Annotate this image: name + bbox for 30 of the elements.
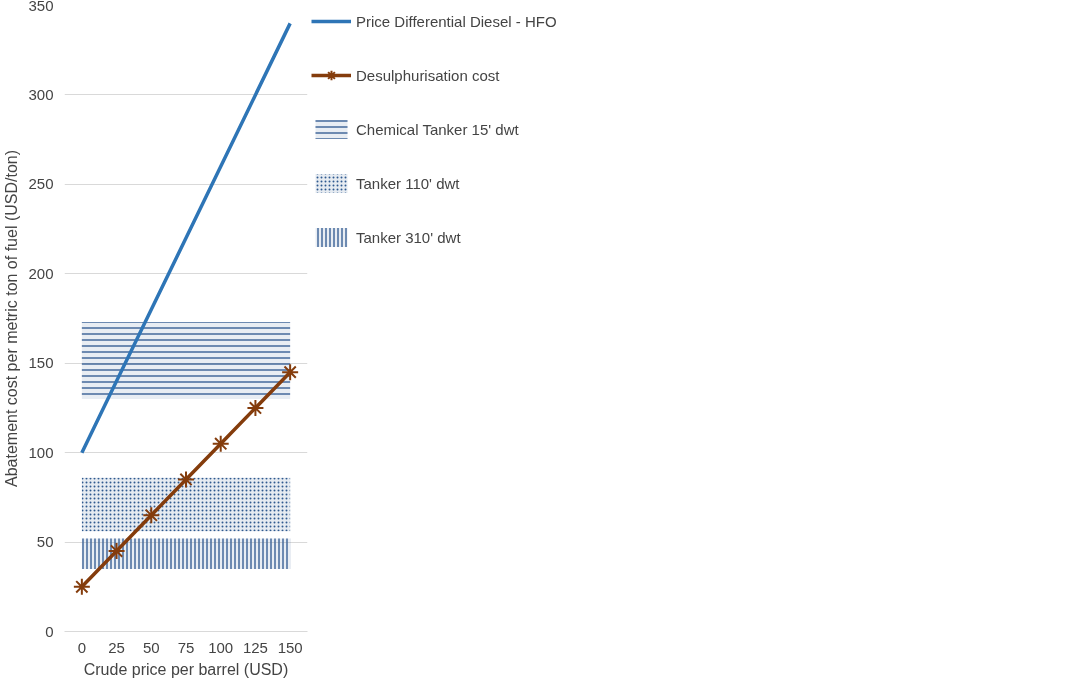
point [177, 470, 195, 489]
y-tick-label: 0 [45, 622, 54, 640]
y-tick-label: 350 [28, 0, 54, 14]
y-axis-title: Abatement cost per metric ton of fuel (USD/ton) [3, 149, 21, 488]
point [107, 542, 126, 561]
legend-label: Price Differential Diesel - HFO [356, 11, 558, 32]
x-tick-label: 75 [177, 638, 195, 656]
legend-label: Tanker 310' dwt [356, 227, 462, 248]
y-tick-label: 200 [28, 264, 54, 282]
x-tick-label: 100 [208, 638, 234, 656]
x-tick-label: 125 [242, 638, 268, 656]
legend-label: Chemical Tanker 15' dwt [356, 119, 520, 140]
x-tick-label: 50 [142, 638, 160, 656]
legend-label: Tanker 110' dwt [356, 173, 461, 194]
legend-label: Desulphurisation cost [356, 65, 501, 86]
line-series [80, 21, 292, 455]
point [72, 577, 91, 596]
x-axis-title: Crude price per barrel (USD) [83, 660, 289, 678]
point [246, 398, 265, 417]
y-tick-label: 150 [28, 354, 54, 372]
point [281, 363, 300, 382]
point [211, 434, 230, 453]
point [142, 506, 161, 525]
y-tick-label: 300 [28, 85, 54, 103]
x-tick-label: 0 [77, 638, 87, 656]
x-tick-label: 25 [108, 638, 125, 656]
y-tick-label: 250 [28, 175, 54, 193]
x-tick-label: 150 [277, 638, 303, 656]
y-tick-label: 100 [28, 443, 54, 461]
y-tick-label: 50 [36, 533, 54, 551]
